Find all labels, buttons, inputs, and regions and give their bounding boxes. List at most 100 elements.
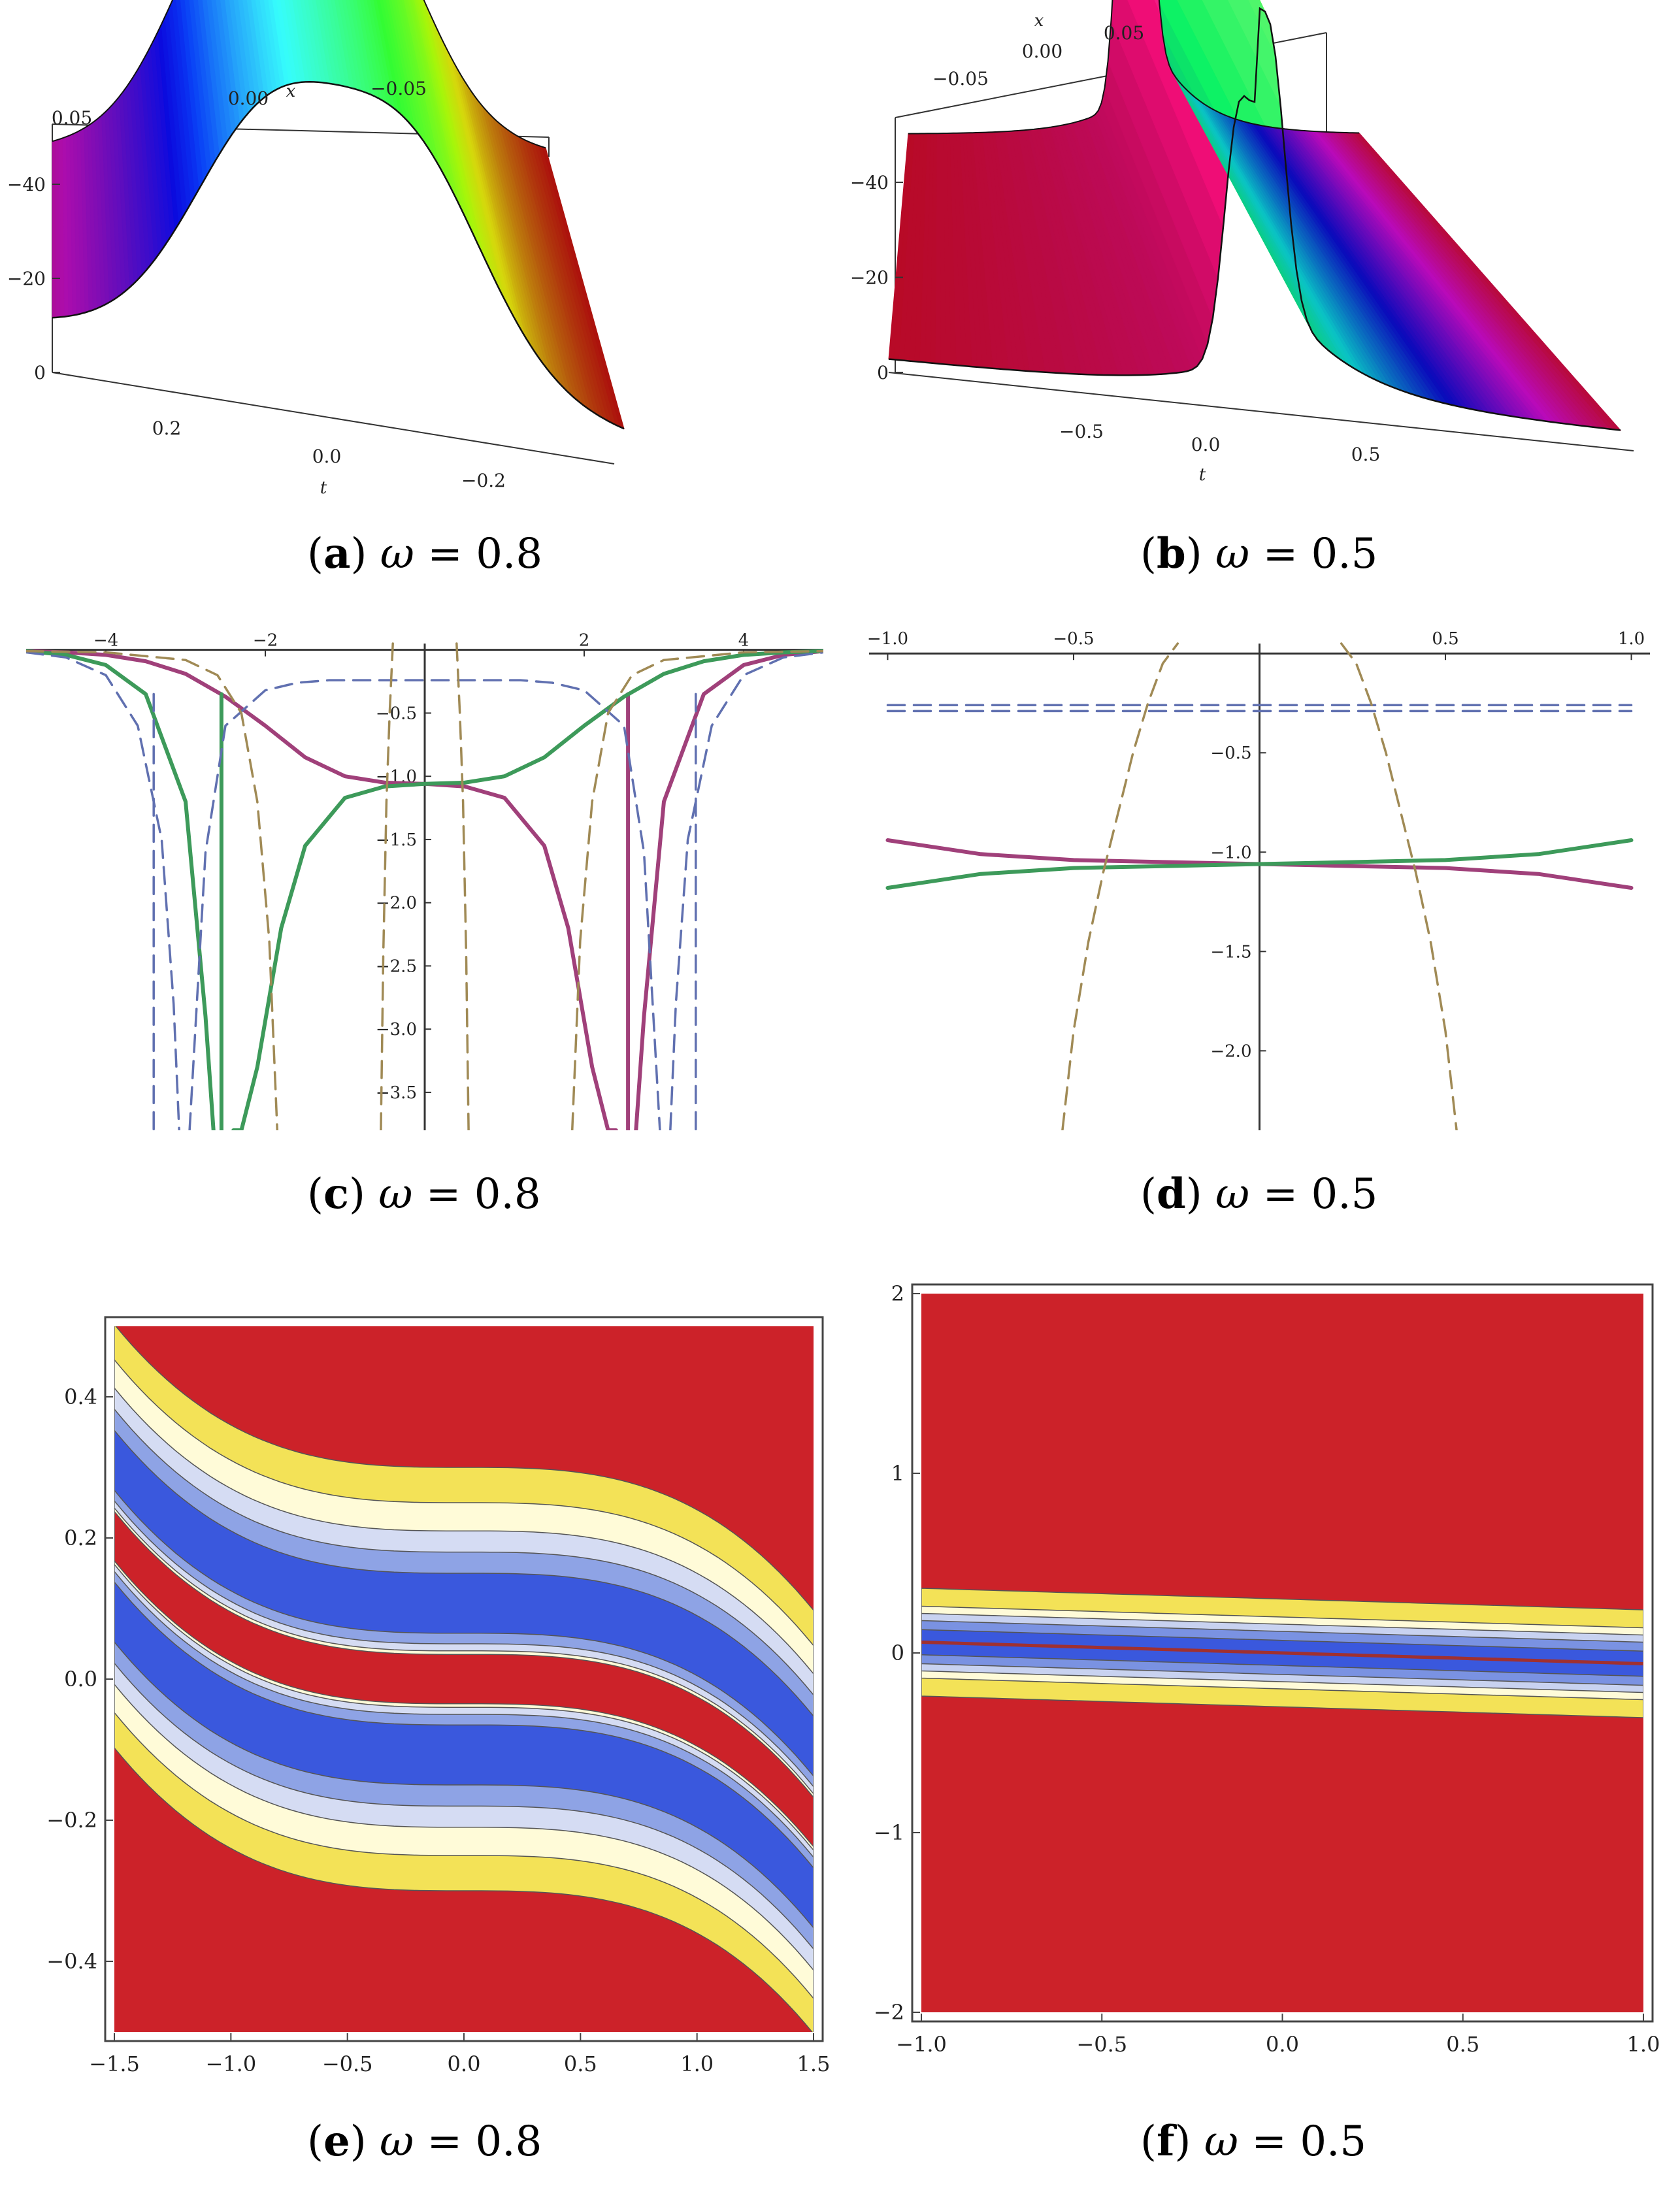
contour-center-line — [921, 1641, 1643, 1665]
y-tick-label: −0.4 — [46, 1949, 97, 1974]
panel-f: −1.0 −0.5 0.0 0.5 1.0 2 1 0 −1 −2 — [849, 1274, 1673, 2078]
x-tick-label: 1.0 — [1627, 2032, 1660, 2057]
contour-field — [921, 1294, 1643, 2012]
x-tick-label: −0.5 — [322, 2051, 373, 2076]
contour-plot-e: −1.5 −1.0 −0.5 0.0 0.5 1.0 1.5 0.4 0.2 0.0 −0.2 −0.… — [46, 1316, 831, 2076]
x-tick-label: 0.05 — [1104, 22, 1144, 44]
z-tick-label: −20 — [850, 267, 889, 289]
y-tick-label: 0.0 — [64, 1667, 97, 1692]
series-line-8 — [669, 651, 823, 1130]
series-group — [26, 642, 823, 1130]
x-tick-label: −1.0 — [896, 2032, 947, 2057]
t-tick-label: −0.2 — [461, 470, 506, 491]
box-edge-2 — [888, 372, 1634, 451]
x-tick-label: −1.0 — [867, 629, 908, 649]
y-tick-label: 2 — [891, 1281, 904, 1306]
series-line-3 — [885, 838, 1634, 890]
t-tick-label: 0.5 — [1351, 444, 1381, 465]
y-tick-label: 0.2 — [64, 1526, 97, 1550]
series-line-12 — [380, 642, 394, 1130]
contour-level-9 — [114, 1581, 814, 1929]
caption-a: (a) ω = 0.8 — [307, 529, 543, 578]
series-line-5 — [1340, 642, 1458, 1130]
y-tick-label: 0.4 — [64, 1384, 97, 1409]
y-tick-label: −1 — [874, 1820, 904, 1845]
x-tick-label: 1.0 — [1618, 629, 1645, 649]
t-axis-label: t — [1199, 465, 1206, 485]
x-tick-label: 4 — [738, 631, 749, 651]
panel-e: −1.5 −1.0 −0.5 0.0 0.5 1.0 1.5 0.4 0.2 0.0 −0.2 −0.… — [13, 1294, 836, 2078]
x-tick-label: −0.5 — [1053, 629, 1094, 649]
y-tick-label: −1.0 — [1210, 843, 1251, 862]
y-tick-label: −0.5 — [1210, 744, 1251, 763]
t-tick-label: 0.2 — [152, 417, 182, 439]
z-tick-label: −40 — [7, 174, 46, 195]
series-line-6 — [26, 651, 180, 1130]
surface-plot-b: 0 −20 −40 −0.5 0.0 0.5 −0.05 0.00 0.05 t x — [850, 0, 1634, 485]
t-tick-label: 0.0 — [312, 446, 342, 467]
x-axis-label: x — [1034, 11, 1044, 31]
panel-b: 0 −20 −40 −0.5 0.0 0.5 −0.05 0.00 0.05 t x — [850, 0, 1666, 497]
y-tick-label: −2.5 — [376, 956, 417, 976]
series-line-4 — [1061, 642, 1179, 1130]
surface-back-outline — [52, 0, 546, 149]
line-plot-d: −1.0 −0.5 0.5 1.0 −0.5 −1.0 −1.5 −2.0 — [867, 629, 1650, 1130]
x-tick-label: −0.5 — [1076, 2032, 1127, 2057]
t-axis-label: t — [320, 478, 327, 498]
y-tick-label: −1.5 — [376, 830, 417, 850]
series-line-4 — [26, 649, 216, 1130]
panel-c: −4 −2 2 4 −0.5 −1.0 −1.5 −2.0 −2.5 −3.0 −3.5 — [26, 627, 830, 1143]
series-line-7 — [188, 679, 661, 1130]
z-tick-label: 0 — [34, 362, 46, 384]
y-tick-label: 1 — [891, 1461, 904, 1486]
series-line-13 — [455, 642, 470, 1130]
surface-group: 0 −20 −40 0.2 0.0 −0.2 0.05 0.00 −0.05 t x — [7, 0, 625, 498]
x-tick-label: 0.5 — [564, 2051, 597, 2076]
x-tick-label: −0.05 — [932, 68, 989, 90]
caption-c: (c) ω = 0.8 — [307, 1169, 541, 1218]
y-tick-label: −2.0 — [1210, 1041, 1251, 1061]
t-tick-label: 0.0 — [1191, 434, 1221, 455]
plot-area: −1.0 −0.5 0.5 1.0 −0.5 −1.0 −1.5 −2.0 — [867, 629, 1650, 1130]
y-tick-label: −2.0 — [376, 894, 417, 913]
x-axis-label: x — [286, 82, 296, 101]
x-tick-label: 0.5 — [1446, 2032, 1479, 2057]
series-line-11 — [26, 649, 279, 1130]
y-tick-label: −0.5 — [376, 704, 417, 723]
plot-area: −4 −2 2 4−0.5−1.0−1.5−2.0−2.5−3.0−3.5 — [26, 631, 823, 1130]
x-tick-label: 0.0 — [1266, 2032, 1299, 2057]
x-tick-label: 0.00 — [228, 88, 269, 109]
surface-front-outline — [52, 81, 625, 430]
contour-level-10 — [114, 1511, 814, 1848]
series-line-3 — [231, 649, 823, 1130]
contour-plot-f: −1.0 −0.5 0.0 0.5 1.0 2 1 0 −1 −2 — [874, 1281, 1660, 2057]
series-group — [885, 642, 1634, 1130]
y-tick-label: −0.2 — [46, 1808, 97, 1833]
x-tick-label: −1.0 — [205, 2051, 256, 2076]
x-tick-label: 0.05 — [52, 107, 92, 129]
panel-d: −1.0 −0.5 0.5 1.0 −0.5 −1.0 −1.5 −2.0 — [856, 627, 1666, 1143]
x-tick-label: 1.0 — [680, 2051, 714, 2076]
x-tick-label: 1.5 — [797, 2051, 831, 2076]
caption-f: (f) ω = 0.5 — [1140, 2117, 1367, 2166]
surface-back-outline — [908, 0, 1360, 135]
t-tick-label: −0.5 — [1059, 421, 1104, 442]
z-tick-label: −20 — [7, 268, 46, 289]
x-tick-label: 0.00 — [1022, 41, 1062, 62]
x-tick-label: −4 — [93, 631, 118, 651]
contour-level-8 — [114, 1430, 814, 1777]
line-plot-c: −4 −2 2 4−0.5−1.0−1.5−2.0−2.5−3.0−3.5 — [26, 631, 823, 1130]
x-tick-label: −1.5 — [89, 2051, 140, 2076]
x-tick-label: 0.0 — [448, 2051, 481, 2076]
caption-d: (d) ω = 0.5 — [1140, 1169, 1378, 1218]
y-tick-label: 0 — [891, 1641, 904, 1665]
panel-a: 0 −20 −40 0.2 0.0 −0.2 0.05 0.00 −0.05 t x — [7, 0, 823, 498]
x-tick-label: 0.5 — [1432, 629, 1458, 649]
surface-front-outline — [888, 7, 1621, 431]
y-tick-label: −1.5 — [1210, 942, 1251, 962]
caption-e: (e) ω = 0.8 — [307, 2117, 542, 2166]
z-tick-label: −40 — [850, 172, 889, 193]
x-tick-label: 2 — [579, 631, 590, 651]
surface-plot-a: 0 −20 −40 0.2 0.0 −0.2 0.05 0.00 −0.05 t x — [7, 0, 625, 498]
surface-group: 0 −20 −40 −0.5 0.0 0.5 −0.05 0.00 0.05 t x — [850, 0, 1634, 485]
